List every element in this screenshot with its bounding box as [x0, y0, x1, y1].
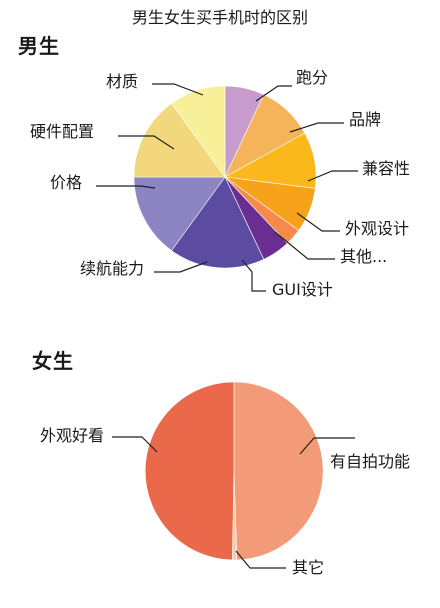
pie-0-label-8: 硬件配置 [30, 122, 94, 141]
pie-0-label-1: 品牌 [349, 110, 381, 129]
pie-1-label-2: 外观好看 [40, 426, 104, 445]
pie-1-slice-2 [144, 381, 235, 561]
pie-1-leader-2 [112, 436, 158, 453]
pie-0-leader-2 [307, 170, 358, 182]
pie-0-leader-7 [96, 185, 156, 189]
pie-0-label-4: 其他... [340, 247, 387, 266]
pie-0-label-6: 续航能力 [80, 259, 144, 278]
pie-0-slice-9 [171, 85, 226, 178]
pie-0-leader-0 [255, 85, 292, 102]
pie-0-slice-7 [133, 176, 226, 252]
pie-1-slice-0 [233, 381, 324, 561]
pie-0-label-5: GUI设计 [272, 280, 333, 299]
chart-title: 男生女生买手机时的区别 [131, 8, 308, 27]
pie-0-leader-4 [274, 231, 335, 260]
pie-0-label-7: 价格 [50, 173, 82, 192]
pie-1-leader-0 [299, 437, 355, 455]
pie-0-leader-8 [118, 135, 175, 150]
pie-0-leader-5 [241, 259, 266, 292]
pie-0-label-0: 跑分 [296, 68, 328, 87]
pie-0-leader-9 [152, 83, 204, 96]
female-section-title: 女生 [32, 349, 74, 373]
pie-0-label-2: 兼容性 [362, 159, 410, 178]
male-section-title: 男生 [18, 34, 60, 58]
pie-1-label-1: 其它 [292, 558, 324, 577]
pie-0-label-3: 外观设计 [345, 219, 409, 238]
pie-1-leader-1 [235, 550, 286, 569]
pie-1-label-0: 有自拍功能 [330, 452, 410, 471]
pie-0-leader-3 [296, 212, 340, 232]
pie-0-label-9: 材质 [106, 72, 138, 91]
pie-0-leader-6 [154, 261, 208, 273]
pie-0-leader-1 [289, 122, 344, 133]
pie-0-slice-6 [171, 176, 265, 269]
